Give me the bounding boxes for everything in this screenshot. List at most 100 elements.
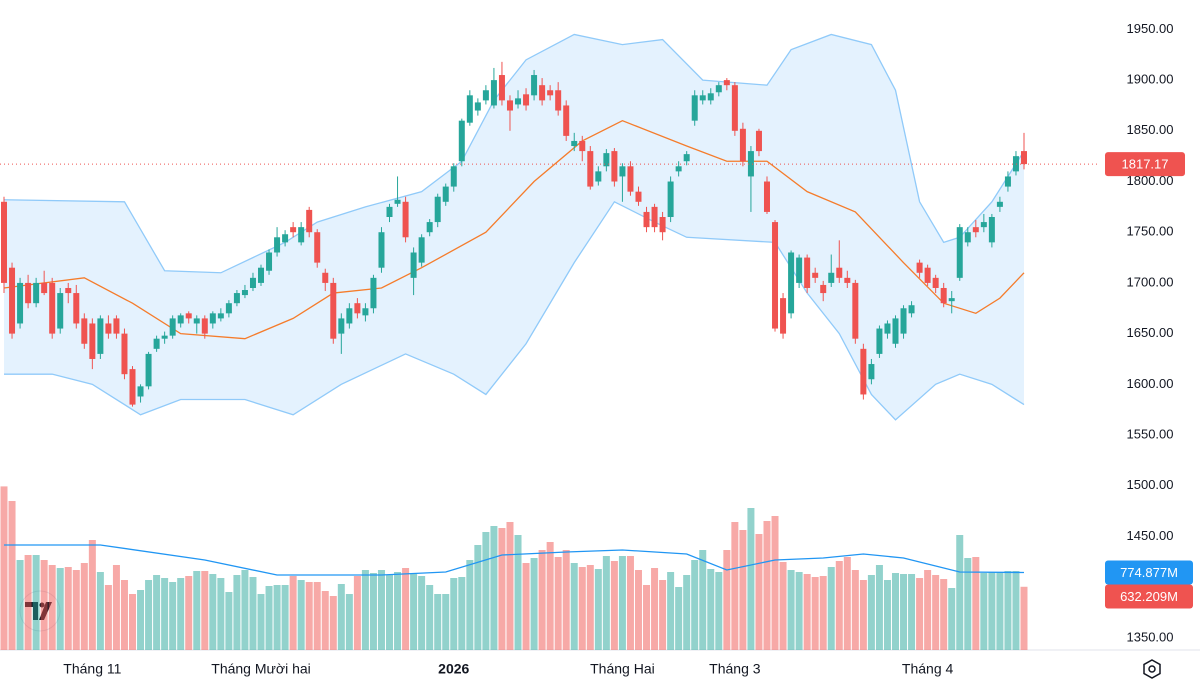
candle-body [17, 282, 24, 324]
candle-body [868, 364, 875, 380]
candle-body [667, 181, 674, 218]
volume-bar [859, 580, 867, 650]
volume-bar [426, 585, 434, 650]
candle-body [571, 140, 578, 147]
candle-body [603, 153, 610, 167]
candle-body [137, 386, 144, 397]
volume-bar [883, 580, 891, 650]
volume-bar [803, 574, 811, 650]
volume-bar [996, 572, 1004, 650]
candle-body [1021, 151, 1027, 165]
volume-bar [225, 592, 233, 650]
candle-body [249, 277, 256, 288]
volume-bar [602, 556, 610, 650]
y-tick-label: 1350.00 [1127, 629, 1174, 644]
last-price-label: 1817.17 [1122, 157, 1169, 172]
volume-bar [104, 585, 112, 650]
candle-body [659, 217, 666, 233]
candle-body [490, 80, 497, 106]
candle-body [185, 313, 192, 319]
volume-bar [875, 565, 883, 650]
candle-body [338, 318, 345, 334]
candle-body [474, 102, 481, 111]
y-tick-label: 1950.00 [1127, 21, 1174, 36]
volume-bar [281, 585, 289, 650]
volume-bar [634, 570, 642, 650]
candle-body [723, 80, 730, 86]
candle-body [523, 94, 530, 106]
candle-body [153, 338, 160, 349]
volume-bar [1012, 571, 1020, 650]
candle-body [314, 232, 321, 263]
candle-body [635, 191, 642, 202]
volume-bar [418, 576, 426, 650]
candle-body [611, 151, 618, 182]
volume-bar [265, 586, 273, 650]
candle-body [33, 282, 40, 304]
volume-bar [675, 587, 683, 650]
volume-bar [177, 578, 185, 650]
volume-bar [932, 575, 940, 650]
volume-bar [618, 556, 626, 650]
candle-body [506, 100, 513, 111]
volume-bar [723, 550, 731, 650]
candle-body [466, 95, 473, 123]
y-tick-label: 1550.00 [1127, 426, 1174, 441]
candle-body [932, 277, 939, 288]
volume-bar [482, 532, 490, 650]
volume-bar [980, 573, 988, 650]
volume-bar [249, 577, 257, 650]
volume-bar [1020, 586, 1028, 650]
candle-body [547, 90, 554, 96]
volume-bar [169, 582, 177, 650]
candle-body [675, 166, 682, 172]
candle-body [330, 282, 337, 339]
volume-bar [835, 561, 843, 650]
candle-body [699, 95, 706, 101]
candle-body [282, 234, 289, 243]
volume-bar [145, 580, 153, 650]
candle-body [370, 277, 377, 309]
y-tick-label: 1800.00 [1127, 173, 1174, 188]
volume-bar [691, 560, 699, 650]
candle-body [49, 282, 56, 334]
volume-bar [345, 594, 353, 650]
x-tick-label: 2026 [438, 661, 469, 677]
volume-bar [586, 565, 594, 650]
candle-body [619, 166, 626, 177]
volume-ma-box [1105, 560, 1193, 585]
volume-bar [891, 573, 899, 650]
volume-bar [96, 572, 104, 650]
volume-bar [120, 580, 128, 650]
volume-bar [386, 575, 394, 650]
candle-body [233, 293, 240, 304]
volume-bar [683, 575, 691, 650]
volume-bar [851, 570, 859, 650]
volume-bar [610, 561, 618, 650]
candle-body [121, 333, 128, 375]
volume-bar [40, 560, 48, 650]
volume-bar [667, 572, 675, 650]
volume-bar [514, 535, 522, 650]
volume-bar [0, 486, 8, 650]
candle-body [996, 201, 1003, 207]
y-tick-label: 1600.00 [1127, 376, 1174, 391]
candle-body [225, 303, 232, 314]
candle-body [105, 323, 112, 334]
volume-bar [988, 572, 996, 650]
volume-bar [458, 577, 466, 650]
volume-bar [233, 575, 241, 650]
candle-body [354, 303, 361, 314]
volume-bar [88, 540, 96, 650]
candle-body [900, 308, 907, 334]
settings-icon[interactable] [1143, 659, 1161, 679]
volume-bar [819, 576, 827, 650]
candle-body [129, 369, 136, 405]
candle-body [378, 232, 385, 268]
y-tick-label: 1900.00 [1127, 72, 1174, 87]
volume-bar [24, 555, 32, 650]
volume-bar [522, 563, 530, 650]
candle-body [683, 154, 690, 162]
candle-body [804, 257, 811, 288]
